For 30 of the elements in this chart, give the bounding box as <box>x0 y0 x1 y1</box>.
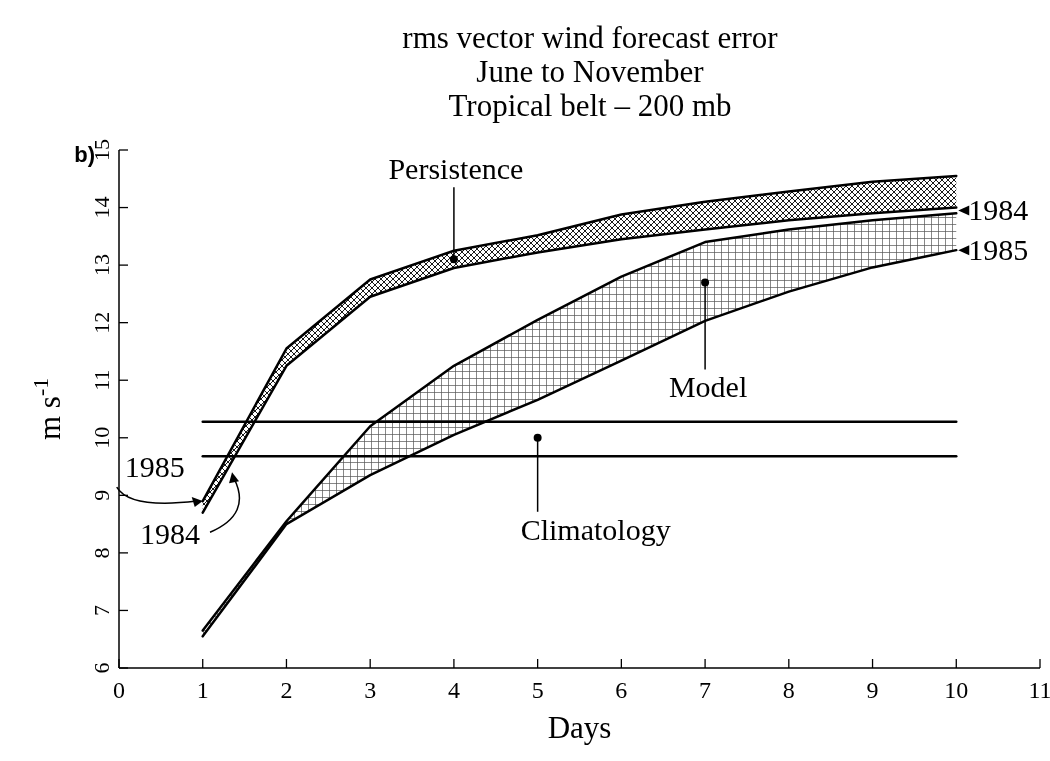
x-tick-label: 7 <box>699 677 712 703</box>
y-tick-label: 10 <box>89 426 114 449</box>
annotation: 1984 <box>140 517 201 551</box>
x-tick-label: 0 <box>113 677 125 703</box>
y-tick-label: 14 <box>89 196 114 219</box>
y-tick-label: 9 <box>89 489 114 501</box>
chart-title: rms vector wind forecast error June to November Tropical belt – 200 mb <box>402 20 779 123</box>
annotation: Model <box>668 370 748 404</box>
x-tick-label: 9 <box>866 677 879 703</box>
x-tick-label: 10 <box>944 677 969 703</box>
x-axis-title: Days <box>547 710 612 745</box>
x-tick-label: 2 <box>280 677 293 703</box>
x-tick-label: 11 <box>1028 677 1050 703</box>
annotation: Climatology <box>520 512 671 546</box>
y-tick-label: 13 <box>89 254 114 277</box>
x-tick-label: 8 <box>782 677 795 703</box>
y-tick-label: 8 <box>89 547 114 559</box>
x-tick-label: 1 <box>196 677 209 703</box>
annotation: Persistence <box>388 152 524 186</box>
annotation: 1984 <box>968 193 1029 227</box>
annotation: 1985 <box>968 233 1029 267</box>
y-tick-label: 6 <box>89 662 114 674</box>
y-tick-label: 12 <box>89 311 114 334</box>
x-tick-label: 5 <box>531 677 544 703</box>
y-tick-label: 7 <box>89 604 114 616</box>
x-tick-label: 3 <box>364 677 377 703</box>
x-tick-label: 6 <box>615 677 628 703</box>
annotation: 1985 <box>124 450 185 484</box>
x-tick-label: 4 <box>447 677 460 703</box>
y-tick-label: 11 <box>89 369 114 391</box>
